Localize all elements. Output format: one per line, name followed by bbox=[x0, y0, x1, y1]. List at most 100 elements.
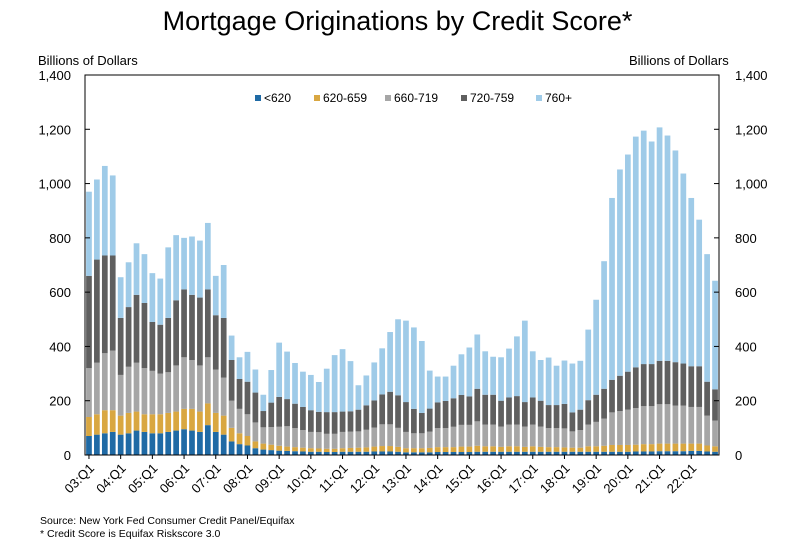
bar-segment-1-27 bbox=[300, 447, 306, 452]
bar-segment-0-3 bbox=[109, 431, 116, 455]
x-tick-label-3: 06:Q1 bbox=[157, 461, 193, 497]
bar-segment-2-38 bbox=[387, 424, 393, 447]
bar-segment-2-67 bbox=[617, 411, 623, 445]
bar-segment-4-39 bbox=[395, 319, 401, 396]
bar-segment-0-17 bbox=[220, 434, 227, 455]
stacked-bar-chart: 0 0 200 200 400 400 600 600 800 800 1,000 1,000 1,20… bbox=[38, 68, 767, 496]
bar-segment-0-4 bbox=[117, 434, 124, 455]
y-axis-label-left: Billions of Dollars bbox=[38, 53, 138, 68]
bar-segment-1-38 bbox=[387, 446, 393, 452]
x-tick-label-14: 17:Q1 bbox=[505, 461, 541, 497]
bar-segment-4-58 bbox=[545, 357, 552, 406]
bar-segment-4-4 bbox=[117, 277, 124, 318]
bar-segment-1-0 bbox=[86, 417, 92, 436]
bar-segment-1-50 bbox=[482, 446, 489, 452]
bar-segment-3-15 bbox=[204, 289, 211, 358]
bar-segment-1-57 bbox=[537, 446, 544, 452]
bar-segment-3-21 bbox=[252, 392, 259, 423]
bar-segment-3-0 bbox=[86, 275, 92, 369]
bar-segment-4-40 bbox=[403, 320, 409, 403]
bar-segment-0-54 bbox=[514, 451, 520, 455]
bar-segment-2-60 bbox=[561, 428, 568, 448]
bar-segment-1-45 bbox=[442, 447, 449, 453]
bar-segment-2-17 bbox=[220, 377, 227, 416]
bar-segment-1-7 bbox=[141, 414, 148, 432]
bar-segment-0-71 bbox=[648, 451, 655, 455]
bar-segment-4-35 bbox=[363, 375, 370, 406]
bar-segment-4-14 bbox=[197, 240, 203, 298]
bar-segment-0-63 bbox=[585, 451, 592, 455]
bar-segment-3-11 bbox=[173, 300, 179, 366]
bar-segment-3-64 bbox=[593, 394, 600, 422]
y-tick-label-left-5: 1,000 bbox=[38, 177, 71, 192]
bar-segment-4-3 bbox=[109, 175, 116, 256]
bar-segment-4-33 bbox=[347, 361, 354, 412]
bar-segment-4-23 bbox=[268, 370, 275, 403]
x-axis-ticks: 03:Q104:Q105:Q106:Q107:Q108:Q109:Q110:Q1… bbox=[61, 455, 699, 496]
bar-segment-2-59 bbox=[553, 428, 560, 448]
y-tick-label-left-4: 800 bbox=[49, 231, 71, 246]
bar-segment-1-44 bbox=[434, 447, 441, 453]
bar-segment-4-20 bbox=[244, 351, 251, 382]
bar-segment-0-0 bbox=[86, 436, 92, 455]
bar-segment-4-61 bbox=[569, 363, 576, 413]
bar-segment-1-71 bbox=[648, 444, 655, 452]
x-tick-label-7: 10:Q1 bbox=[283, 461, 319, 497]
bar-segment-4-73 bbox=[664, 135, 671, 361]
bar-segment-4-10 bbox=[165, 247, 172, 318]
bar-segment-2-62 bbox=[577, 430, 584, 448]
bar-segment-2-0 bbox=[86, 368, 92, 417]
bar-segment-4-29 bbox=[315, 381, 322, 412]
bar-segment-4-79 bbox=[712, 280, 718, 390]
bar-segment-1-63 bbox=[585, 446, 592, 452]
bar-segment-4-8 bbox=[149, 273, 156, 322]
bar-segment-1-6 bbox=[133, 411, 140, 431]
bar-segment-3-54 bbox=[514, 396, 520, 425]
bar-segment-3-76 bbox=[688, 366, 695, 407]
bar-segment-4-60 bbox=[561, 360, 568, 404]
bar-segment-3-27 bbox=[300, 406, 306, 431]
bar-segment-2-34 bbox=[355, 431, 362, 448]
bar-segment-0-59 bbox=[553, 451, 560, 455]
bar-segment-2-9 bbox=[157, 373, 164, 415]
bar-segment-3-1 bbox=[94, 259, 100, 363]
bar-segment-0-14 bbox=[197, 431, 203, 455]
bar-segment-2-31 bbox=[331, 433, 338, 449]
bar-segment-4-25 bbox=[284, 351, 290, 400]
bar-segment-1-1 bbox=[94, 414, 100, 435]
bar-segment-3-73 bbox=[664, 360, 671, 405]
bar-segment-1-69 bbox=[632, 444, 639, 452]
bar-segment-3-31 bbox=[331, 412, 338, 434]
chart-title: Mortgage Originations by Credit Score* bbox=[162, 6, 633, 36]
bar-segment-3-55 bbox=[521, 402, 528, 427]
bar-segment-4-50 bbox=[482, 351, 489, 395]
bar-segment-0-44 bbox=[434, 452, 441, 455]
x-tick-label-16: 19:Q1 bbox=[569, 461, 605, 497]
bar-segment-4-19 bbox=[236, 357, 243, 379]
bar-segment-3-30 bbox=[323, 412, 330, 434]
bar-segment-4-12 bbox=[181, 237, 187, 290]
bar-segment-0-57 bbox=[537, 451, 544, 455]
bar-segment-3-61 bbox=[569, 412, 576, 432]
bar-segment-1-74 bbox=[672, 443, 679, 452]
bar-segment-1-26 bbox=[292, 447, 298, 452]
bar-segment-3-78 bbox=[704, 381, 710, 416]
bar-segment-3-59 bbox=[553, 405, 560, 429]
bar-segment-2-23 bbox=[268, 427, 275, 445]
x-tick-label-5: 08:Q1 bbox=[220, 461, 256, 497]
bar-segment-1-73 bbox=[664, 443, 671, 452]
bar-segment-3-47 bbox=[458, 395, 465, 425]
bar-segment-3-5 bbox=[125, 307, 132, 367]
bar-segment-2-43 bbox=[426, 431, 433, 448]
bar-segment-4-74 bbox=[672, 150, 679, 363]
bar-segment-4-55 bbox=[521, 320, 528, 403]
bar-segment-0-13 bbox=[189, 430, 195, 455]
bar-segment-2-74 bbox=[672, 405, 679, 444]
bar-segment-2-52 bbox=[498, 426, 504, 447]
bar-segment-2-68 bbox=[625, 409, 631, 445]
bar-segment-3-8 bbox=[149, 322, 156, 371]
bar-segment-0-56 bbox=[529, 451, 536, 455]
source-footnote: Source: New York Fed Consumer Credit Pan… bbox=[40, 515, 295, 527]
bar-segment-0-45 bbox=[442, 452, 449, 455]
bar-segment-0-23 bbox=[268, 450, 275, 455]
